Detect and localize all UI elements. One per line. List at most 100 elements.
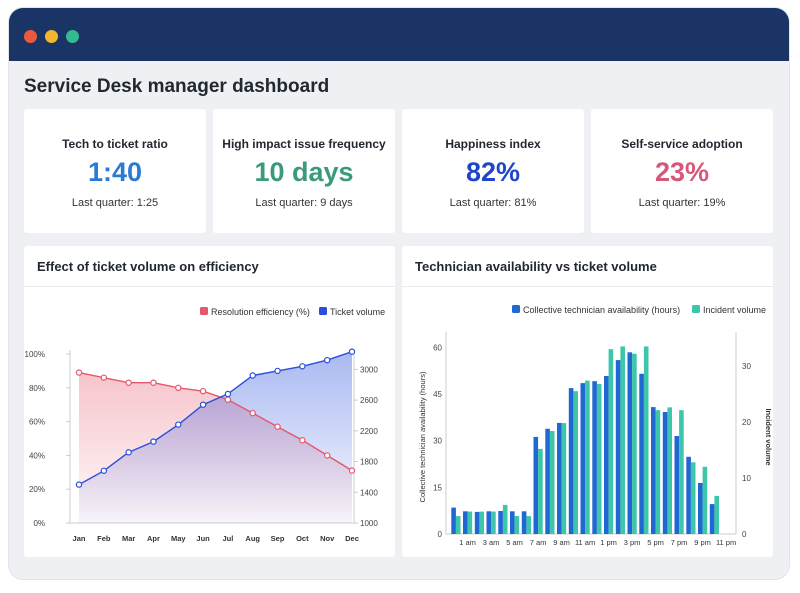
x-tick-label: Apr <box>147 534 160 543</box>
volume-area <box>79 351 352 523</box>
legend-label-efficiency: Resolution efficiency (%) <box>211 307 310 317</box>
efficiency-point <box>323 452 331 459</box>
kpi-title: Happiness index <box>445 137 541 151</box>
legend-swatch-volume <box>319 307 327 315</box>
availability-bar <box>662 412 668 534</box>
availability-bar <box>698 483 703 534</box>
availability-bar <box>592 381 597 534</box>
maximize-window-button[interactable] <box>66 30 79 43</box>
x-tick-label: 3 pm <box>624 538 641 547</box>
panel-divider <box>24 286 395 287</box>
volume-point <box>175 421 182 428</box>
incident-bar <box>643 346 649 534</box>
kpi-card-self-service-adoption[interactable]: Self-service adoption 23% Last quarter: … <box>591 109 773 233</box>
availability-bar <box>674 436 680 534</box>
x-tick-label: Jun <box>196 534 210 543</box>
y-tick-label-left: 80% <box>29 384 45 393</box>
efficiency-line <box>78 371 353 472</box>
kpi-value: 23% <box>654 157 710 187</box>
efficiency-point <box>150 379 157 386</box>
efficiency-chart: Resolution efficiency (%) Ticket volume 0%… <box>25 307 385 543</box>
availability-bar <box>604 376 609 534</box>
efficiency-point <box>175 384 182 391</box>
availability-bar <box>474 511 480 534</box>
y-tick-label-right: 20 <box>742 418 751 427</box>
x-tick-label: 7 am <box>530 538 547 547</box>
kpi-value: 82% <box>465 157 521 187</box>
kpi-title: Self-service adoption <box>621 137 743 151</box>
volume-point <box>100 467 108 474</box>
efficiency-point <box>199 387 207 395</box>
volume-point <box>274 367 281 375</box>
incident-bar <box>538 448 543 534</box>
volume-point <box>348 348 356 355</box>
efficiency-point <box>249 409 256 417</box>
y-tick-label-right: 1400 <box>360 488 378 497</box>
efficiency-point <box>224 396 232 403</box>
title-bar <box>9 8 789 61</box>
app-window: Service Desk manager dashboard Tech to t… <box>9 8 789 579</box>
legend-label-volume: Ticket volume <box>330 307 385 317</box>
y-tick-label-right: 2200 <box>360 427 378 436</box>
legend-label-availability: Collective technician availability (hour… <box>523 305 680 315</box>
incident-bar <box>455 516 461 534</box>
availability-bar <box>545 428 550 534</box>
panel-title: Technician availability vs ticket volume <box>415 259 657 274</box>
kpi-value: 1:40 <box>87 157 143 187</box>
incident-bar <box>549 431 555 534</box>
efficiency-point <box>274 423 281 430</box>
y-tick-label-left: 20% <box>29 485 45 494</box>
y-axis-title-left: Collective technician availability (hour… <box>418 371 427 502</box>
incident-bar <box>596 383 602 534</box>
volume-point <box>125 449 132 456</box>
y-tick-label-left: 100% <box>25 350 45 359</box>
kpi-card-high-impact-issue-frequency[interactable]: High impact issue frequency 10 days Last… <box>213 109 395 233</box>
incident-bar <box>479 511 484 534</box>
kpi-card-tech-ticket-ratio[interactable]: Tech to ticket ratio 1:40 Last quarter: … <box>24 109 206 233</box>
minimize-window-button[interactable] <box>45 30 58 43</box>
availability-bar <box>627 352 633 534</box>
availability-bar <box>709 504 715 534</box>
legend-swatch-availability <box>512 305 520 313</box>
availability-bar <box>521 511 527 534</box>
kpi-last-quarter: Last quarter: 19% <box>638 197 726 209</box>
incident-bar <box>514 516 520 534</box>
incident-bar <box>573 391 578 534</box>
x-tick-label: Dec <box>345 534 359 543</box>
volume-point <box>199 401 207 408</box>
incident-bar <box>690 462 696 534</box>
volume-point <box>323 356 331 364</box>
efficiency-point <box>125 379 132 386</box>
legend-swatch-efficiency <box>200 307 208 315</box>
volume-point <box>249 372 256 379</box>
incident-bar <box>632 353 637 534</box>
y-tick-label-right: 2600 <box>360 396 378 405</box>
efficiency-chart-panel: Effect of ticket volume on efficiency Re… <box>24 246 395 557</box>
availability-bar <box>510 511 515 534</box>
volume-point <box>224 390 232 398</box>
kpi-card-happiness-index[interactable]: Happiness index 82% Last quarter: 81% <box>402 109 584 233</box>
y-tick-label-left: 60% <box>29 418 45 427</box>
y-tick-label-left: 40% <box>29 451 45 460</box>
page-title: Service Desk manager dashboard <box>24 76 330 97</box>
availability-bar <box>686 456 691 534</box>
availability-chart: Collective technician availability (hour… <box>418 305 773 547</box>
availability-bar <box>498 511 503 534</box>
close-window-button[interactable] <box>24 30 37 43</box>
x-tick-label: 1 am <box>459 538 476 547</box>
volume-line <box>78 351 353 486</box>
y-tick-label-left: 0 <box>438 530 443 539</box>
incident-bar <box>667 407 672 534</box>
y-tick-label-right: 30 <box>742 362 751 371</box>
x-tick-label: 11 pm <box>716 538 736 547</box>
efficiency-point <box>75 369 83 376</box>
y-tick-label-left: 0% <box>33 519 45 528</box>
availability-chart-panel: Technician availability vs ticket volume… <box>402 246 773 557</box>
x-tick-label: 1 pm <box>600 538 617 547</box>
availability-bar <box>651 407 656 534</box>
volume-point <box>75 481 83 488</box>
incident-bar <box>714 495 719 534</box>
availability-bar <box>639 373 644 534</box>
volume-point <box>150 438 157 445</box>
panel-title: Effect of ticket volume on efficiency <box>37 259 259 274</box>
